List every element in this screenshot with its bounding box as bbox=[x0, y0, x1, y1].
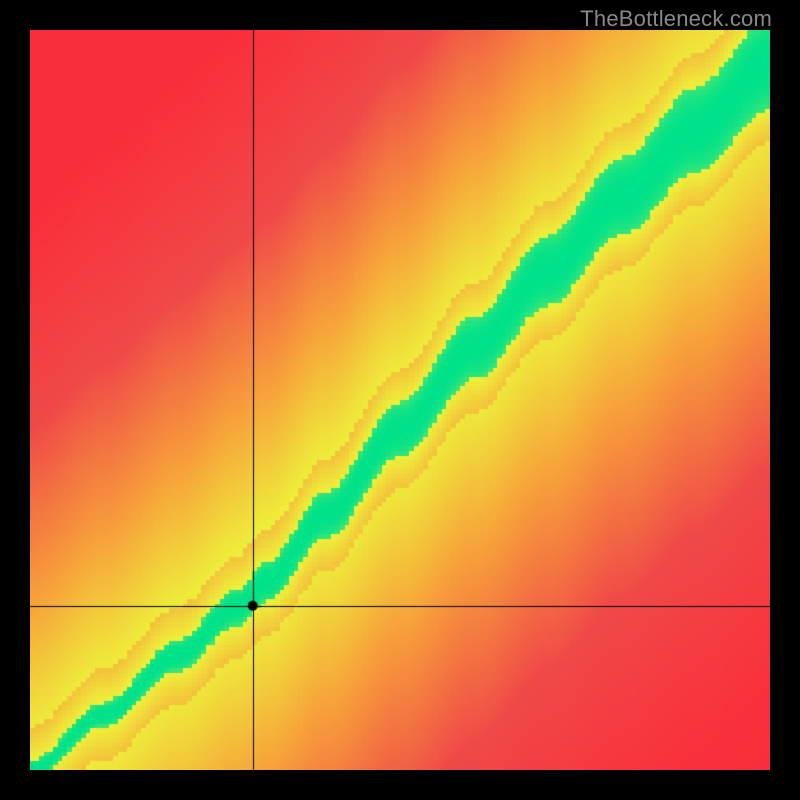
heatmap-plot bbox=[30, 30, 770, 770]
watermark-text: TheBottleneck.com bbox=[580, 6, 772, 32]
heatmap-canvas bbox=[30, 30, 770, 770]
chart-container: TheBottleneck.com bbox=[0, 0, 800, 800]
